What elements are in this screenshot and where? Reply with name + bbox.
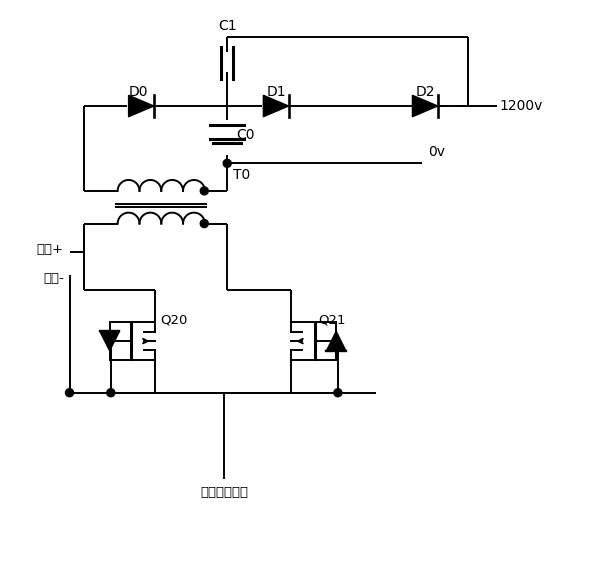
Circle shape [200,219,208,228]
Circle shape [107,389,115,397]
Text: Q20: Q20 [160,314,188,327]
Text: D2: D2 [415,85,435,99]
Text: 方波驱动信号: 方波驱动信号 [200,486,248,499]
Polygon shape [413,96,438,117]
Text: Q21: Q21 [318,314,345,327]
Circle shape [334,389,342,397]
Text: 1200v: 1200v [499,99,543,113]
Circle shape [66,389,74,397]
Text: T0: T0 [233,168,250,182]
Polygon shape [129,96,154,117]
Polygon shape [263,96,288,117]
Text: 0v: 0v [428,145,445,159]
Text: 电源+: 电源+ [37,243,64,256]
Text: D0: D0 [129,85,148,99]
Polygon shape [327,331,346,351]
Polygon shape [100,331,119,351]
Text: C1: C1 [218,19,237,32]
Text: 电源-: 电源- [43,272,64,284]
Text: D1: D1 [266,85,286,99]
Text: C0: C0 [236,128,255,142]
Circle shape [223,159,231,167]
Circle shape [200,187,208,195]
